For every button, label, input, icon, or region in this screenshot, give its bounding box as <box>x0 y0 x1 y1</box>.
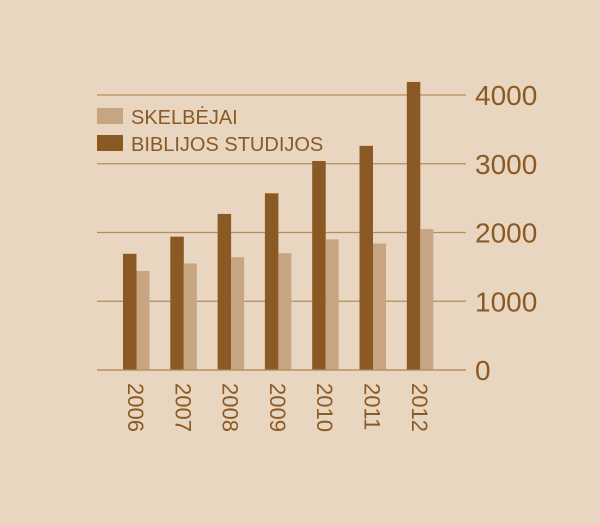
bar-skelbejai <box>183 263 197 370</box>
y-tick-label: 3000 <box>475 149 537 180</box>
x-tick-label: 2009 <box>265 383 290 432</box>
y-tick-label: 2000 <box>475 218 537 249</box>
bar-biblijos-studijos <box>264 193 279 370</box>
bar-skelbejai <box>231 257 245 370</box>
y-tick-label: 4000 <box>475 80 537 111</box>
bar-skelbejai <box>278 253 292 370</box>
x-tick-label: 2012 <box>407 383 432 432</box>
bar-biblijos-studijos <box>170 236 184 370</box>
x-tick-label: 2011 <box>360 383 385 430</box>
x-tick-label: 2007 <box>170 383 195 432</box>
bar-skelbejai <box>420 229 434 370</box>
bar-skelbejai <box>136 271 150 370</box>
y-tick-label: 1000 <box>475 286 537 317</box>
bar-biblijos-studijos <box>359 145 373 370</box>
x-tick-label: 2006 <box>123 383 148 432</box>
x-tick-label: 2010 <box>312 383 337 432</box>
bar-biblijos-studijos <box>123 253 137 370</box>
legend-label: SKELBĖJAI <box>131 106 238 129</box>
x-tick-label: 2008 <box>218 383 243 432</box>
legend-swatch <box>97 108 123 124</box>
bar-biblijos-studijos <box>217 213 232 370</box>
bar-biblijos-studijos <box>312 161 326 370</box>
bar-skelbejai <box>325 239 339 370</box>
y-tick-label: 0 <box>475 355 491 386</box>
legend-swatch <box>97 135 123 151</box>
bar-skelbejai <box>373 243 386 370</box>
legend-label: BIBLIJOS STUDIJOS <box>131 134 323 156</box>
bar-biblijos-studijos <box>406 81 421 370</box>
